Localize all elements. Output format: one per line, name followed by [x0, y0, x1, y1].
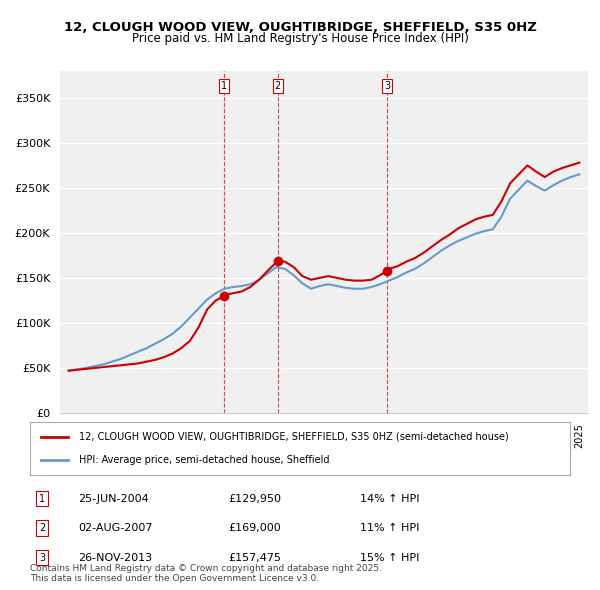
Text: 12, CLOUGH WOOD VIEW, OUGHTIBRIDGE, SHEFFIELD, S35 0HZ (semi-detached house): 12, CLOUGH WOOD VIEW, OUGHTIBRIDGE, SHEF…	[79, 432, 508, 442]
Text: HPI: Average price, semi-detached house, Sheffield: HPI: Average price, semi-detached house,…	[79, 455, 329, 465]
Text: £129,950: £129,950	[228, 494, 281, 503]
Text: 1: 1	[221, 81, 227, 91]
Text: 3: 3	[39, 553, 45, 562]
Text: Contains HM Land Registry data © Crown copyright and database right 2025.
This d: Contains HM Land Registry data © Crown c…	[30, 563, 382, 583]
Text: 1: 1	[39, 494, 45, 503]
Text: 02-AUG-2007: 02-AUG-2007	[78, 523, 152, 533]
Text: 3: 3	[384, 81, 390, 91]
Text: 25-JUN-2004: 25-JUN-2004	[78, 494, 149, 503]
Text: 12, CLOUGH WOOD VIEW, OUGHTIBRIDGE, SHEFFIELD, S35 0HZ: 12, CLOUGH WOOD VIEW, OUGHTIBRIDGE, SHEF…	[64, 21, 536, 34]
Text: 2: 2	[275, 81, 281, 91]
Text: 26-NOV-2013: 26-NOV-2013	[78, 553, 152, 562]
Text: Price paid vs. HM Land Registry's House Price Index (HPI): Price paid vs. HM Land Registry's House …	[131, 32, 469, 45]
Text: £157,475: £157,475	[228, 553, 281, 562]
Text: £169,000: £169,000	[228, 523, 281, 533]
Text: 11% ↑ HPI: 11% ↑ HPI	[360, 523, 419, 533]
Text: 15% ↑ HPI: 15% ↑ HPI	[360, 553, 419, 562]
Text: 14% ↑ HPI: 14% ↑ HPI	[360, 494, 419, 503]
Text: 2: 2	[39, 523, 45, 533]
